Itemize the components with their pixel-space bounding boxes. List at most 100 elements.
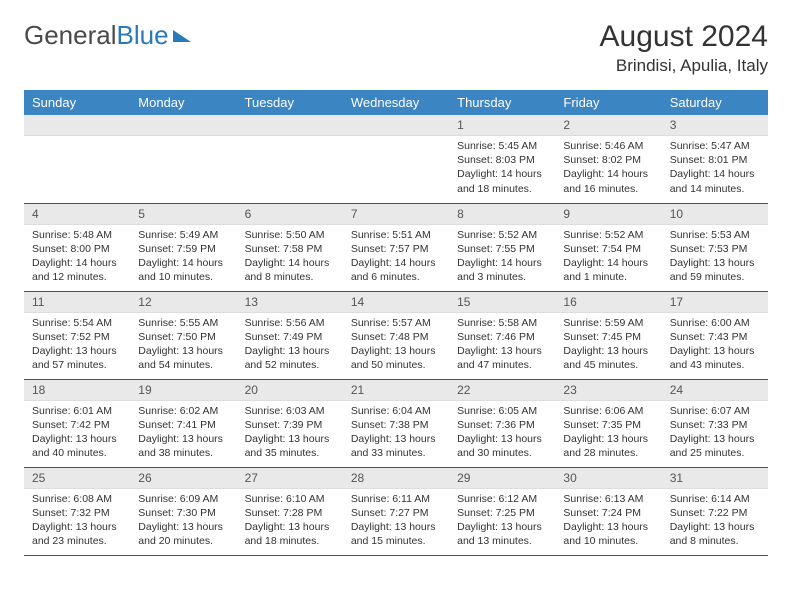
calendar-cell: 3Sunrise: 5:47 AMSunset: 8:01 PMDaylight… xyxy=(662,115,768,203)
sunrise-text: Sunrise: 5:56 AM xyxy=(245,316,335,330)
cell-body: Sunrise: 6:07 AMSunset: 7:33 PMDaylight:… xyxy=(662,401,768,467)
cell-body: Sunrise: 5:47 AMSunset: 8:01 PMDaylight:… xyxy=(662,136,768,202)
daylight1-text: Daylight: 13 hours xyxy=(138,520,228,534)
daylight2-text: and 28 minutes. xyxy=(563,446,653,460)
daylight2-text: and 54 minutes. xyxy=(138,358,228,372)
daylight2-text: and 57 minutes. xyxy=(32,358,122,372)
cell-body: Sunrise: 5:52 AMSunset: 7:54 PMDaylight:… xyxy=(555,225,661,291)
sunrise-text: Sunrise: 6:04 AM xyxy=(351,404,441,418)
daylight2-text: and 35 minutes. xyxy=(245,446,335,460)
calendar-cell: 25Sunrise: 6:08 AMSunset: 7:32 PMDayligh… xyxy=(24,467,130,555)
logo: GeneralBlue xyxy=(24,20,191,51)
sunset-text: Sunset: 8:02 PM xyxy=(563,153,653,167)
calendar-cell: 11Sunrise: 5:54 AMSunset: 7:52 PMDayligh… xyxy=(24,291,130,379)
sunset-text: Sunset: 7:50 PM xyxy=(138,330,228,344)
sunrise-text: Sunrise: 6:02 AM xyxy=(138,404,228,418)
day-number: 25 xyxy=(24,468,130,489)
calendar-body: 1Sunrise: 5:45 AMSunset: 8:03 PMDaylight… xyxy=(24,115,768,555)
weekday-header: Saturday xyxy=(662,90,768,115)
cell-body: Sunrise: 6:13 AMSunset: 7:24 PMDaylight:… xyxy=(555,489,661,555)
calendar-table: Sunday Monday Tuesday Wednesday Thursday… xyxy=(24,90,768,556)
daylight2-text: and 43 minutes. xyxy=(670,358,760,372)
sunset-text: Sunset: 7:41 PM xyxy=(138,418,228,432)
cell-body xyxy=(130,136,236,145)
daylight1-text: Daylight: 13 hours xyxy=(32,432,122,446)
cell-body: Sunrise: 6:11 AMSunset: 7:27 PMDaylight:… xyxy=(343,489,449,555)
sunrise-text: Sunrise: 5:51 AM xyxy=(351,228,441,242)
day-number: 17 xyxy=(662,292,768,313)
calendar-cell: 28Sunrise: 6:11 AMSunset: 7:27 PMDayligh… xyxy=(343,467,449,555)
sunrise-text: Sunrise: 6:13 AM xyxy=(563,492,653,506)
daylight2-text: and 8 minutes. xyxy=(670,534,760,548)
daylight1-text: Daylight: 14 hours xyxy=(670,167,760,181)
daylight1-text: Daylight: 13 hours xyxy=(138,344,228,358)
cell-body: Sunrise: 6:08 AMSunset: 7:32 PMDaylight:… xyxy=(24,489,130,555)
cell-body: Sunrise: 5:55 AMSunset: 7:50 PMDaylight:… xyxy=(130,313,236,379)
calendar-cell: 17Sunrise: 6:00 AMSunset: 7:43 PMDayligh… xyxy=(662,291,768,379)
sunset-text: Sunset: 7:43 PM xyxy=(670,330,760,344)
daylight1-text: Daylight: 13 hours xyxy=(351,432,441,446)
cell-body: Sunrise: 5:50 AMSunset: 7:58 PMDaylight:… xyxy=(237,225,343,291)
daylight1-text: Daylight: 14 hours xyxy=(457,256,547,270)
calendar-cell: 19Sunrise: 6:02 AMSunset: 7:41 PMDayligh… xyxy=(130,379,236,467)
daylight2-text: and 1 minute. xyxy=(563,270,653,284)
calendar-cell: 22Sunrise: 6:05 AMSunset: 7:36 PMDayligh… xyxy=(449,379,555,467)
cell-body: Sunrise: 6:09 AMSunset: 7:30 PMDaylight:… xyxy=(130,489,236,555)
daylight2-text: and 45 minutes. xyxy=(563,358,653,372)
daylight1-text: Daylight: 13 hours xyxy=(245,344,335,358)
calendar-cell: 29Sunrise: 6:12 AMSunset: 7:25 PMDayligh… xyxy=(449,467,555,555)
daylight1-text: Daylight: 13 hours xyxy=(351,344,441,358)
sunset-text: Sunset: 7:52 PM xyxy=(32,330,122,344)
cell-body: Sunrise: 6:00 AMSunset: 7:43 PMDaylight:… xyxy=(662,313,768,379)
sunset-text: Sunset: 7:55 PM xyxy=(457,242,547,256)
day-number: 21 xyxy=(343,380,449,401)
calendar-cell: 6Sunrise: 5:50 AMSunset: 7:58 PMDaylight… xyxy=(237,203,343,291)
calendar-week-row: 1Sunrise: 5:45 AMSunset: 8:03 PMDaylight… xyxy=(24,115,768,203)
calendar-cell: 15Sunrise: 5:58 AMSunset: 7:46 PMDayligh… xyxy=(449,291,555,379)
daylight2-text: and 50 minutes. xyxy=(351,358,441,372)
sunset-text: Sunset: 7:39 PM xyxy=(245,418,335,432)
calendar-cell: 21Sunrise: 6:04 AMSunset: 7:38 PMDayligh… xyxy=(343,379,449,467)
day-number: 20 xyxy=(237,380,343,401)
daylight2-text: and 16 minutes. xyxy=(563,182,653,196)
calendar-cell: 26Sunrise: 6:09 AMSunset: 7:30 PMDayligh… xyxy=(130,467,236,555)
cell-body: Sunrise: 6:05 AMSunset: 7:36 PMDaylight:… xyxy=(449,401,555,467)
daylight1-text: Daylight: 13 hours xyxy=(670,432,760,446)
calendar-cell: 13Sunrise: 5:56 AMSunset: 7:49 PMDayligh… xyxy=(237,291,343,379)
cell-body: Sunrise: 5:52 AMSunset: 7:55 PMDaylight:… xyxy=(449,225,555,291)
daylight2-text: and 18 minutes. xyxy=(457,182,547,196)
sunrise-text: Sunrise: 5:57 AM xyxy=(351,316,441,330)
calendar-cell xyxy=(343,115,449,203)
calendar-cell: 5Sunrise: 5:49 AMSunset: 7:59 PMDaylight… xyxy=(130,203,236,291)
title-block: August 2024 Brindisi, Apulia, Italy xyxy=(600,20,768,76)
daylight1-text: Daylight: 13 hours xyxy=(457,520,547,534)
daylight1-text: Daylight: 14 hours xyxy=(563,167,653,181)
day-number: 5 xyxy=(130,204,236,225)
sunrise-text: Sunrise: 5:45 AM xyxy=(457,139,547,153)
logo-text-blue: Blue xyxy=(117,20,169,51)
calendar-cell: 16Sunrise: 5:59 AMSunset: 7:45 PMDayligh… xyxy=(555,291,661,379)
daylight2-text: and 8 minutes. xyxy=(245,270,335,284)
day-number: 8 xyxy=(449,204,555,225)
day-number: 10 xyxy=(662,204,768,225)
daylight2-text: and 33 minutes. xyxy=(351,446,441,460)
day-number: 22 xyxy=(449,380,555,401)
cell-body: Sunrise: 6:10 AMSunset: 7:28 PMDaylight:… xyxy=(237,489,343,555)
calendar-week-row: 25Sunrise: 6:08 AMSunset: 7:32 PMDayligh… xyxy=(24,467,768,555)
sunset-text: Sunset: 7:33 PM xyxy=(670,418,760,432)
cell-body: Sunrise: 5:46 AMSunset: 8:02 PMDaylight:… xyxy=(555,136,661,202)
sunrise-text: Sunrise: 6:01 AM xyxy=(32,404,122,418)
sunrise-text: Sunrise: 6:08 AM xyxy=(32,492,122,506)
cell-body: Sunrise: 6:03 AMSunset: 7:39 PMDaylight:… xyxy=(237,401,343,467)
day-number: 3 xyxy=(662,115,768,136)
day-number: 1 xyxy=(449,115,555,136)
daylight1-text: Daylight: 13 hours xyxy=(670,520,760,534)
sunrise-text: Sunrise: 5:49 AM xyxy=(138,228,228,242)
sunrise-text: Sunrise: 6:14 AM xyxy=(670,492,760,506)
sunrise-text: Sunrise: 5:54 AM xyxy=(32,316,122,330)
day-number: 26 xyxy=(130,468,236,489)
sunrise-text: Sunrise: 5:46 AM xyxy=(563,139,653,153)
daylight2-text: and 47 minutes. xyxy=(457,358,547,372)
cell-body: Sunrise: 6:02 AMSunset: 7:41 PMDaylight:… xyxy=(130,401,236,467)
sunset-text: Sunset: 8:01 PM xyxy=(670,153,760,167)
